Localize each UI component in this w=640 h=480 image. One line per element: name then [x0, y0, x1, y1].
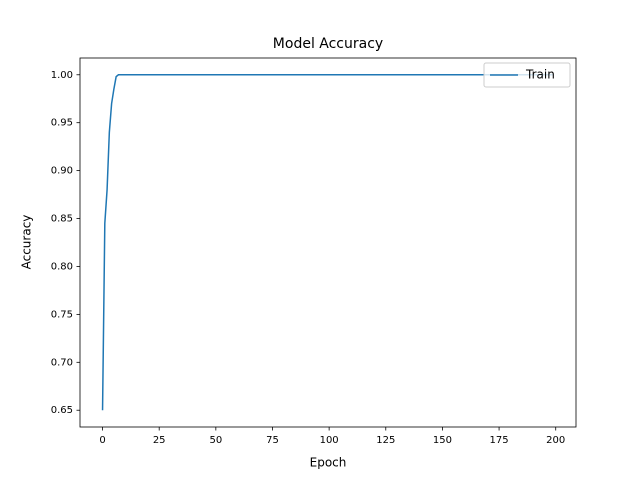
x-tick-label: 150	[433, 435, 452, 446]
x-tick-label: 50	[209, 435, 222, 446]
y-axis-label: Accuracy	[20, 215, 34, 270]
y-tick-label: 0.70	[51, 357, 73, 368]
x-tick-label: 0	[99, 435, 105, 446]
chart-title: Model Accuracy	[273, 36, 383, 52]
plot-frame	[79, 57, 577, 428]
y-tick-label: 0.75	[51, 309, 73, 320]
x-tick-label: 75	[266, 435, 279, 446]
line-series	[101, 74, 554, 411]
y-tick-label: 0.95	[51, 118, 73, 129]
legend-box	[483, 62, 571, 88]
y-tick-label: 0.90	[51, 166, 73, 177]
x-tick-label: 175	[490, 435, 509, 446]
y-tick-label: 0.80	[51, 261, 73, 272]
y-tick-label: 0.85	[51, 214, 73, 225]
y-tick-label: 1.00	[51, 70, 73, 81]
x-axis-label: Epoch	[310, 456, 347, 470]
x-tick-label: 200	[546, 435, 565, 446]
x-tick-label: 25	[153, 435, 166, 446]
y-tick-label: 0.65	[51, 405, 73, 416]
x-tick-label: 125	[376, 435, 395, 446]
x-tick-label: 100	[320, 435, 339, 446]
legend-label: Train	[525, 68, 555, 82]
